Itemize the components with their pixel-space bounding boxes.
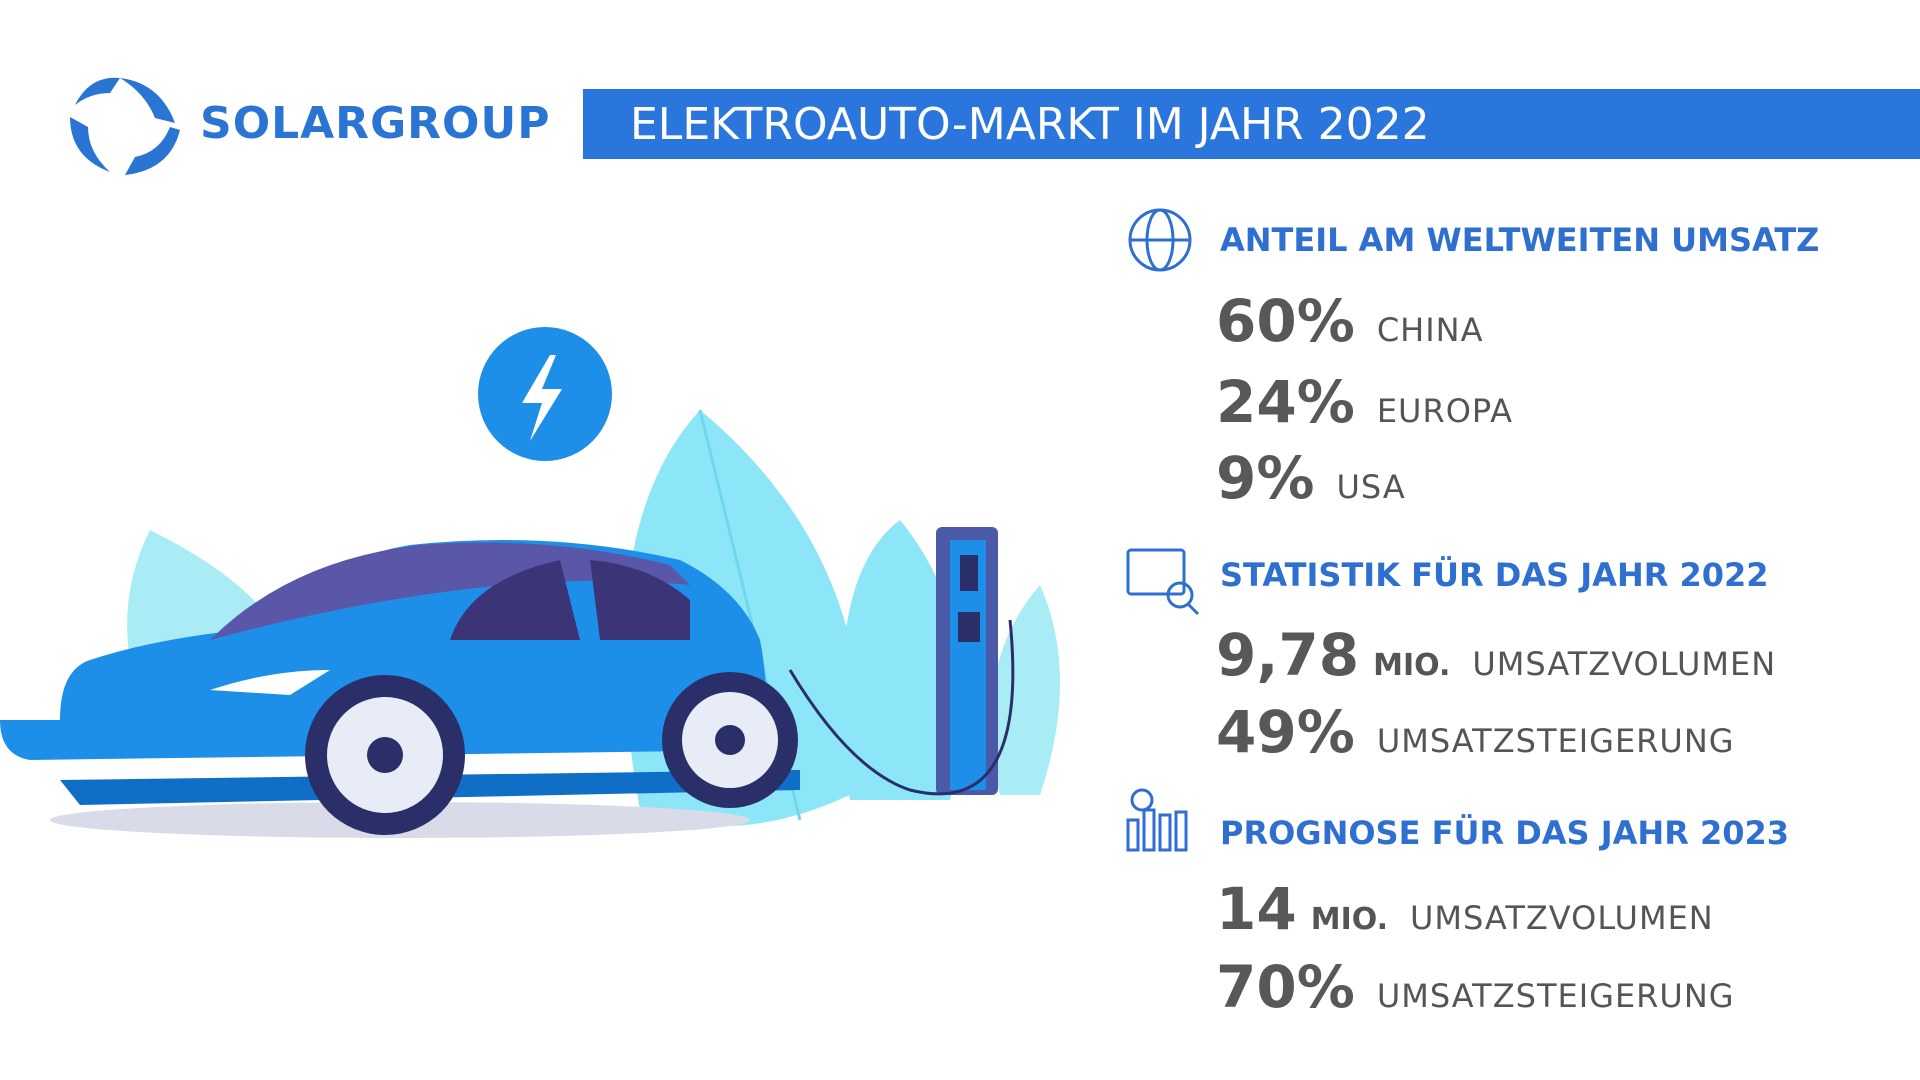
- stat-label: UMSATZSTEIGERUNG: [1376, 977, 1735, 1015]
- stat-row: 9% USA: [1216, 444, 1406, 512]
- stat-label: USA: [1336, 468, 1406, 506]
- stat-label: UMSATZVOLUMEN: [1409, 899, 1714, 937]
- car: [0, 540, 800, 835]
- stat-row: 9,78 MIO. UMSATZVOLUMEN: [1216, 621, 1776, 689]
- lightning-badge: [478, 327, 612, 461]
- stat-value: 60%: [1216, 287, 1355, 355]
- stat-row: 49% UMSATZSTEIGERUNG: [1216, 698, 1735, 766]
- stat-row: 24% EUROPA: [1216, 368, 1513, 436]
- section-title: STATISTIK FÜR DAS JAHR 2022: [1220, 556, 1769, 594]
- stat-row: 70% UMSATZSTEIGERUNG: [1216, 953, 1735, 1021]
- section-title: PROGNOSE FÜR DAS JAHR 2023: [1220, 814, 1790, 852]
- stat-label: EUROPA: [1376, 392, 1514, 430]
- stat-value: 9,78: [1216, 621, 1360, 689]
- stat-label: UMSATZVOLUMEN: [1472, 645, 1777, 683]
- stat-value: 9%: [1216, 444, 1315, 512]
- stat-value: 70%: [1216, 953, 1355, 1021]
- section-icons: [1126, 208, 1200, 852]
- stat-row: 14 MIO. UMSATZVOLUMEN: [1216, 875, 1714, 943]
- stat-value: 49%: [1216, 698, 1355, 766]
- section-title: ANTEIL AM WELTWEITEN UMSATZ: [1220, 221, 1820, 259]
- logo-icon: [70, 77, 180, 175]
- logo-text: SOLARGROUP: [200, 98, 551, 149]
- stat-label: CHINA: [1376, 311, 1484, 349]
- stat-label: UMSATZSTEIGERUNG: [1376, 722, 1735, 760]
- header-title: ELEKTROAUTO-MARKT IM JAHR 2022: [630, 99, 1430, 150]
- stat-value: 14: [1216, 875, 1297, 943]
- header-bar: ELEKTROAUTO-MARKT IM JAHR 2022: [583, 89, 1920, 159]
- charger: [788, 527, 1015, 796]
- stat-unit: MIO.: [1310, 902, 1388, 937]
- stat-row: 60% CHINA: [1216, 287, 1484, 355]
- stat-value: 24%: [1216, 368, 1355, 436]
- stat-unit: MIO.: [1373, 648, 1451, 683]
